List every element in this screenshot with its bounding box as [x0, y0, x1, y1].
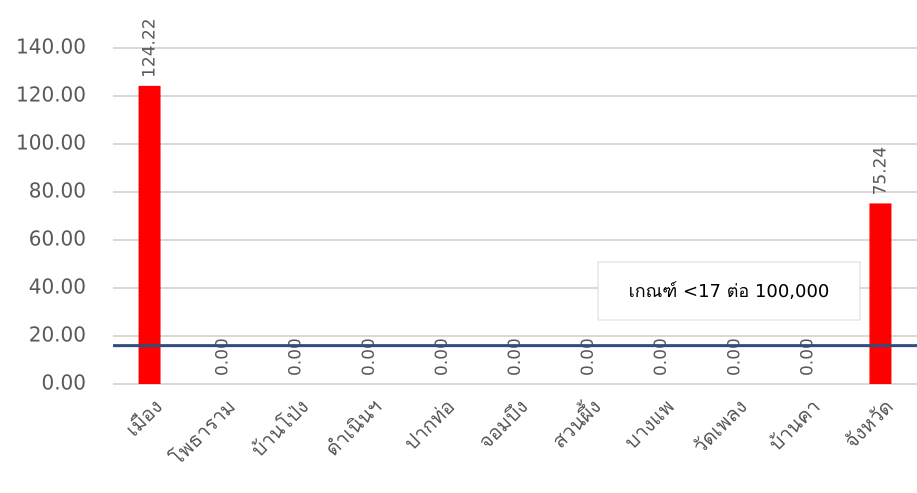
value-label: 0.00 [213, 338, 233, 376]
value-label: 75.24 [870, 147, 890, 196]
y-tick-label: 60.00 [29, 227, 86, 251]
x-tick-label: จอมบึง [473, 394, 532, 453]
x-tick-label: ดำเนินฯ [320, 394, 386, 460]
y-tick-label: 100.00 [16, 131, 86, 155]
x-tick-label: บ้านโป่ง [246, 394, 313, 461]
value-label: 0.00 [651, 338, 671, 376]
value-label: 0.00 [359, 338, 379, 376]
x-tick-label: ปากท่อ [399, 394, 459, 454]
x-tick-label: โพธาราม [165, 394, 240, 469]
x-tick-label: เมือง [120, 394, 167, 441]
y-tick-label: 120.00 [16, 83, 86, 107]
x-tick-label: สวนผึ้ง [546, 393, 606, 453]
value-label: 0.00 [578, 338, 598, 376]
x-tick-label: บางแพ [619, 394, 678, 453]
value-label: 0.00 [724, 338, 744, 376]
y-tick-label: 0.00 [41, 371, 86, 395]
value-label: 0.00 [505, 338, 525, 376]
x-tick-label: วัดเพลง [688, 394, 752, 458]
value-label: 0.00 [286, 338, 306, 376]
annotation-box [597, 261, 861, 321]
bar [138, 85, 161, 384]
value-label: 0.00 [797, 338, 817, 376]
y-tick-label: 40.00 [29, 275, 86, 299]
value-label: 0.00 [432, 338, 452, 376]
x-tick-label: บ้านคา [764, 394, 825, 455]
y-tick-label: 20.00 [29, 323, 86, 347]
x-tick-label: จังหวัด [839, 394, 898, 453]
value-label: 124.22 [140, 18, 160, 77]
y-tick-label: 140.00 [16, 35, 86, 59]
bar [869, 203, 892, 384]
y-tick-label: 80.00 [29, 179, 86, 203]
annotation: เกณฑ์ <17 ต่อ 100,000 [629, 281, 830, 302]
